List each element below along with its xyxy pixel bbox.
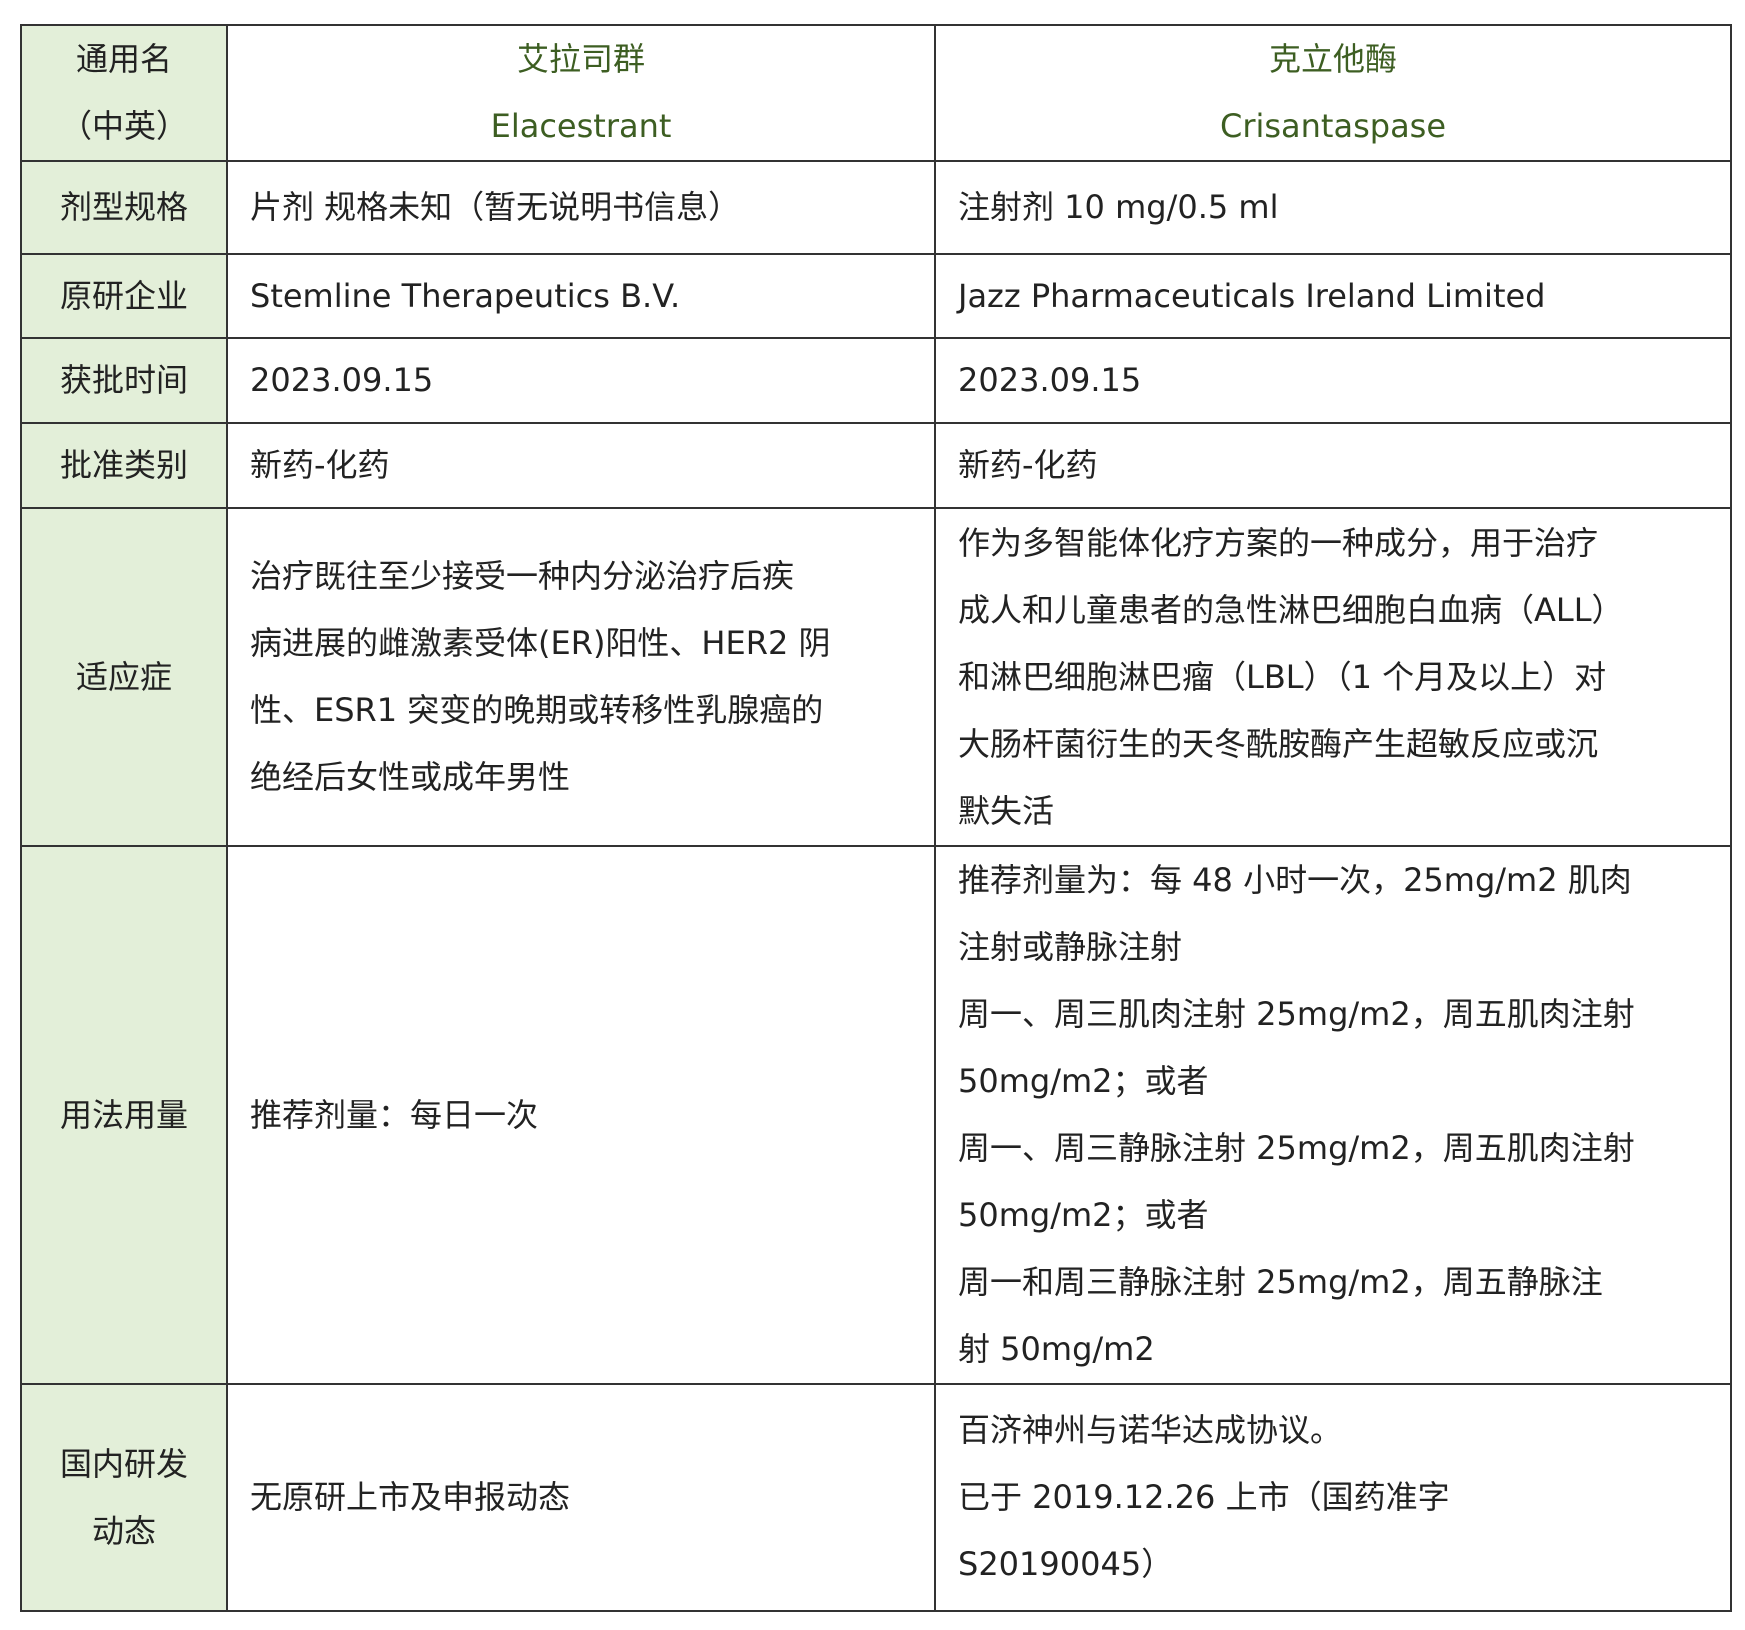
drug2-cn-name: 克立他酶 — [1268, 40, 1397, 78]
drug2-name-cell: 克立他酶 Crisantaspase — [934, 24, 1732, 162]
table-row: 获批时间 2023.09.15 2023.09.15 — [20, 337, 1732, 424]
cell-text-line: S20190045） — [958, 1545, 1174, 1583]
cell-text-line: 百济神州与诺华达成协议。 — [958, 1411, 1343, 1449]
drug2-cell: 百济神州与诺华达成协议。已于 2019.12.26 上市（国药准字 S201900… — [934, 1383, 1732, 1612]
cell-text-line: 作为多智能体化疗方案的一种成分，用于治疗 — [958, 523, 1599, 562]
cell-text-line: 国内研发 — [59, 1444, 188, 1483]
cell-text-line: 推荐剂量为：每 48 小时一次，25mg/m2 肌肉 — [958, 861, 1632, 899]
drug1-cell: 片剂 规格未知（暂无说明书信息） — [226, 160, 936, 255]
cell-text-line: 性、ESR1 突变的晚期或转移性乳腺癌的 — [250, 691, 824, 729]
drug2-cell: Jazz Pharmaceuticals Ireland Limited — [934, 253, 1732, 339]
cell-text-line: 和淋巴细胞淋巴瘤（LBL）（1 个月及以上）对 — [958, 657, 1607, 696]
cell-text-line: 射 50mg/m2 — [958, 1330, 1155, 1368]
cell-text-line: 动态 — [91, 1511, 156, 1550]
cell-text-line: 推荐剂量：每日一次 — [250, 1095, 539, 1134]
table-row: 剂型规格 片剂 规格未知（暂无说明书信息） 注射剂 10 mg/0.5 ml — [20, 160, 1732, 255]
drug1-cell: 2023.09.15 — [226, 337, 936, 424]
cell-text-line: 原研企业 — [59, 276, 188, 315]
drug1-cell: 治疗既往至少接受一种内分泌治疗后疾 病进展的雌激素受体(ER)阳性、HER2 阴性… — [226, 507, 936, 847]
drug2-cell: 作为多智能体化疗方案的一种成分，用于治疗 成人和儿童患者的急性淋巴细胞白血病（AL… — [934, 507, 1732, 847]
row-label-cell: 原研企业 — [20, 253, 228, 339]
drug1-cell: Stemline Therapeutics B.V. — [226, 253, 936, 339]
cell-text-line: 剂型规格 — [59, 188, 188, 226]
drug2-cell: 新药-化药 — [934, 422, 1732, 509]
drug2-en-name: Crisantaspase — [1219, 107, 1447, 145]
table-row: 适应症 治疗既往至少接受一种内分泌治疗后疾 病进展的雌激素受体(ER)阳性、HER2… — [20, 507, 1732, 847]
cell-text-line: 无原研上市及申报动态 — [250, 1478, 571, 1516]
drug1-cell: 推荐剂量：每日一次 — [226, 845, 936, 1385]
row-label-cell: 用法用量 — [20, 845, 228, 1385]
drug2-cell: 推荐剂量为：每 48 小时一次，25mg/m2 肌肉 注射或静脉注射周一、周三肌肉… — [934, 845, 1732, 1385]
row-label-cell: 批准类别 — [20, 422, 228, 509]
drug2-cell: 2023.09.15 — [934, 337, 1732, 424]
cell-text-line: Jazz Pharmaceuticals Ireland Limited — [958, 276, 1546, 315]
cell-text-line: 2023.09.15 — [250, 361, 434, 399]
table-row: 用法用量 推荐剂量：每日一次 推荐剂量为：每 48 小时一次，25mg/m2 肌肉注… — [20, 845, 1732, 1385]
cell-text-line: 新药-化药 — [958, 446, 1098, 484]
drug1-en-name: Elacestrant — [490, 107, 672, 145]
cell-text-line: 周一、周三肌肉注射 25mg/m2，周五肌肉注射 — [958, 995, 1635, 1033]
cell-text-line: Stemline Therapeutics B.V. — [250, 276, 681, 315]
drug1-cell: 新药-化药 — [226, 422, 936, 509]
header-row: 通用名 （中英） 艾拉司群 Elacestrant 克立他酶 Crisantas… — [20, 24, 1732, 162]
table-row: 批准类别 新药-化药 新药-化药 — [20, 422, 1732, 509]
cell-text-line: 50mg/m2；或者 — [958, 1196, 1209, 1234]
table-row: 原研企业 Stemline Therapeutics B.V. Jazz Pharm… — [20, 253, 1732, 339]
cell-text-line: 绝经后女性或成年男性 — [250, 758, 571, 796]
drug1-cell: 无原研上市及申报动态 — [226, 1383, 936, 1612]
cell-text-line: 注射或静脉注射 — [958, 928, 1183, 966]
cell-text-line: 片剂 规格未知（暂无说明书信息） — [250, 188, 741, 226]
cell-text-line: 用法用量 — [59, 1095, 188, 1134]
cell-text-line: 注射剂 10 mg/0.5 ml — [958, 188, 1279, 226]
cell-text-line: 默失活 — [958, 791, 1055, 830]
row-label-cell: 剂型规格 — [20, 160, 228, 255]
cell-text-line: 周一和周三静脉注射 25mg/m2，周五静脉注 — [958, 1263, 1603, 1301]
cell-text-line: 大肠杆菌衍生的天冬酰胺酶产生超敏反应或沉 — [958, 724, 1599, 763]
drug1-cn-name: 艾拉司群 — [516, 40, 645, 78]
cell-text-line: 成人和儿童患者的急性淋巴细胞白血病（ALL） — [958, 590, 1624, 629]
drug2-cell: 注射剂 10 mg/0.5 ml — [934, 160, 1732, 255]
cell-text-line: 周一、周三静脉注射 25mg/m2，周五肌肉注射 — [958, 1129, 1635, 1167]
row-label-cell: 国内研发 动态 — [20, 1383, 228, 1612]
drug-comparison-table: 通用名 （中英） 艾拉司群 Elacestrant 克立他酶 Crisantas… — [20, 24, 1732, 1612]
header-label-cell: 通用名 （中英） — [20, 24, 228, 162]
cell-text-line: 已于 2019.12.26 上市（国药准字 — [958, 1478, 1450, 1516]
cell-text-line: 病进展的雌激素受体(ER)阳性、HER2 阴 — [250, 624, 831, 662]
cell-text-line: 治疗既往至少接受一种内分泌治疗后疾 — [250, 557, 795, 595]
cell-text-line: 新药-化药 — [250, 446, 390, 484]
cell-text-line: 适应症 — [75, 657, 172, 696]
row-label-cell: 适应症 — [20, 507, 228, 847]
cell-text-line: 2023.09.15 — [958, 361, 1142, 399]
cell-text-line: 批准类别 — [59, 446, 188, 484]
header-label-line: （中英） — [59, 107, 188, 145]
cell-text-line: 50mg/m2；或者 — [958, 1062, 1209, 1100]
header-label-line: 通用名 — [75, 40, 172, 78]
row-label-cell: 获批时间 — [20, 337, 228, 424]
table-row: 国内研发 动态 无原研上市及申报动态 百济神州与诺华达成协议。 已于 2019.12.2… — [20, 1383, 1732, 1612]
drug1-name-cell: 艾拉司群 Elacestrant — [226, 24, 936, 162]
cell-text-line: 获批时间 — [59, 361, 188, 399]
